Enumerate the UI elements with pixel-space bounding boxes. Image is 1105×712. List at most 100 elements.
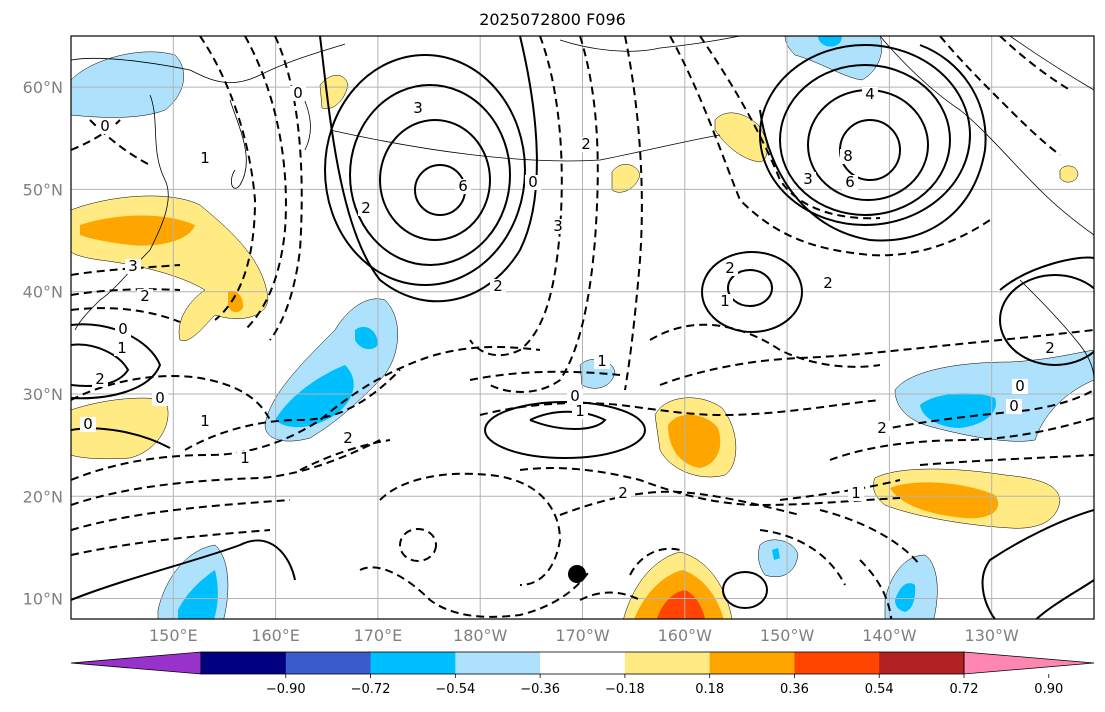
lon-tick-label: 140°W [862,626,917,645]
contour-label-bg [97,119,113,134]
contour-label-bg [800,172,816,187]
shade-cyan-top [818,36,842,47]
map-title: 2025072800 F096 [479,10,626,29]
colorbar-extend-low [70,651,202,675]
contour-label-bg [820,276,836,291]
contour-label: 1 [851,484,861,502]
colorbar-bin [709,652,795,674]
lon-tick-label: 170°E [354,626,403,645]
lat-tick-label: 60°N [23,78,63,97]
contour-w-30n-a [71,323,162,400]
lon-tick-label: 150°E [149,626,198,645]
contour-label: 1 [117,339,127,357]
contour-label-bg [842,175,858,190]
colorbar-label: 0.90 [1034,682,1063,697]
ring-40n-1 [727,269,773,307]
contour-label-bg [525,175,541,190]
contour-label-bg [717,294,733,309]
colorbar-bin [879,652,965,674]
contour-label: 1 [240,449,250,467]
ring-east-40n [999,274,1094,366]
contour-label-bg [197,151,213,166]
colorbar-label: −0.90 [266,682,306,697]
contour-label-bg [358,201,374,216]
contour-east-40n [999,256,1094,291]
contour-label: 0 [528,173,538,191]
map-frame [70,35,1095,620]
colorbar-bin [540,652,626,674]
contour-label-bg [874,421,890,436]
contour-label: 0 [83,415,93,433]
contour-label: 1 [597,352,607,370]
graticule [71,36,1094,619]
colorbar-label: −0.54 [435,682,475,697]
contour-label: 1 [720,292,730,310]
contour-label-bg [862,87,878,102]
colorbar: −0.90 −0.72 −0.54 −0.36 −0.18 0.18 0.36 0.54 0.7… [70,651,1095,697]
lat-tick-label: 20°N [23,487,63,506]
colorbar-label: −0.18 [605,682,645,697]
colorbar-label: −0.36 [520,682,560,697]
location-marker [568,565,586,583]
contour-label: 0 [155,389,165,407]
contour-label-bg [578,137,594,152]
contour-label: 2 [618,484,628,502]
contour-label-bg [594,354,610,369]
contour-label-bg [615,486,631,501]
contour-label-bg [125,259,141,274]
high-west-ring-3 [349,84,511,266]
shade-yellow-ne [1059,165,1079,183]
colorbar-bin [370,652,456,674]
ring-bottom-12n [722,571,768,609]
contour-label-bg [455,179,471,194]
shade-blue-top [784,36,883,81]
contour-label: 3 [413,99,423,117]
contour-label: 8 [843,147,853,165]
lat-tick-label: 30°N [23,385,63,404]
coastlines [71,36,1094,381]
contour-label: 2 [581,135,591,153]
contour-label-bg [152,391,168,406]
contour-label: 2 [361,199,371,217]
contour-label-bg [848,486,864,501]
shade-cyan-140w [895,583,916,612]
contour-label-bg [290,86,306,101]
high-east-ring-3 [779,64,951,216]
contour-label: 0 [1015,377,1025,395]
contour-label-bg [567,389,583,404]
shade-yellow-japan [71,195,269,342]
contour-label-bg [237,451,253,466]
contour-label-bg [410,101,426,116]
lon-tick-label: 160°W [658,626,713,645]
lon-tick-label: 170°W [555,626,610,645]
contour-label: 3 [803,170,813,188]
contour-label-bg [572,404,588,419]
contour-label-bg [114,341,130,356]
lon-tick-labels: 150°E 160°E 170°E 180°W 170°W 160°W 150°W 140°W… [149,626,1019,645]
shade-orange-center [668,414,721,468]
contour-label-bg [197,414,213,429]
contour-label: 0 [293,84,303,102]
contour-label-bg [840,149,856,164]
contour-label-bg [722,261,738,276]
contour-label-bg [1012,379,1028,394]
shade-red-bottom [656,590,706,619]
shade-orange-japan [80,215,195,246]
contour-east-20n [981,509,1094,619]
colorbar-label: 0.72 [950,682,979,697]
lat-tick-label: 50°N [23,180,63,199]
high-east-ring-2 [807,89,929,201]
contour-label: 2 [877,419,887,437]
colorbar-label: 0.18 [695,682,724,697]
contour-label-bg [115,322,131,337]
shade-orange-east [890,482,999,519]
high-east-ring-4 [759,44,971,226]
contour-label: 1 [200,149,210,167]
contour-label: 2 [343,429,353,447]
shading-layer [71,36,1094,619]
lon-tick-label: 130°W [965,626,1020,645]
ring-40n-2 [701,251,803,333]
shade-cyan-170e [275,365,354,428]
contour-label: 6 [458,177,468,195]
